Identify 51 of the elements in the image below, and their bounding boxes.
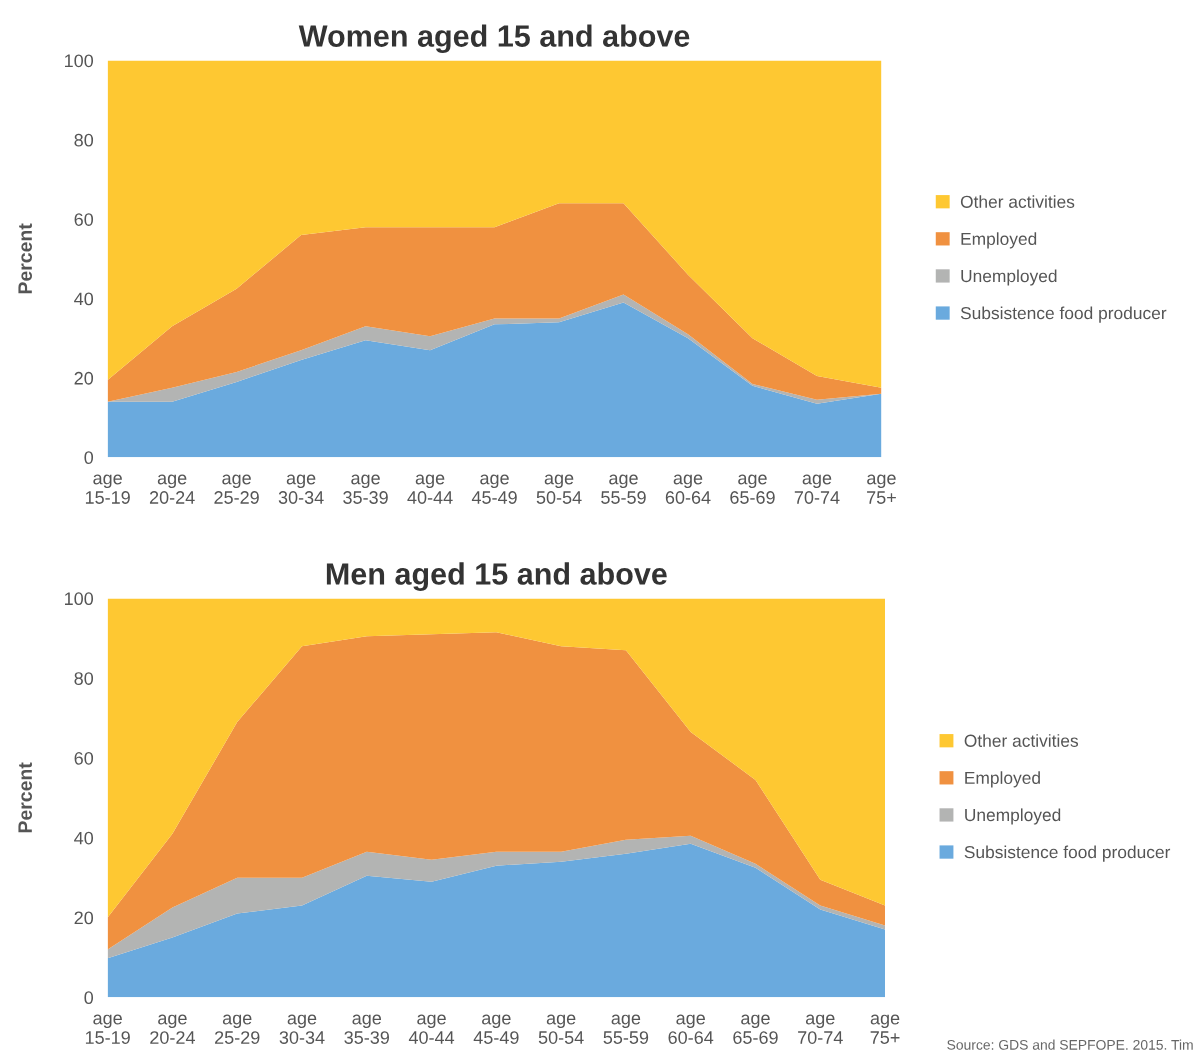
chart-title: Women aged 15 and above [298,24,690,54]
x-tick-label: age 65-69 [733,1014,778,1044]
x-tick-label: age 20-24 [150,1014,195,1044]
x-tick-label: age 45-49 [471,474,517,504]
x-tick-label: age 65-69 [730,474,775,504]
legend-label: Subsistence food producer [960,306,1167,323]
legend-label: Employed [961,232,1037,249]
legend-label: Other activities [960,195,1075,208]
x-tick-label: age 50-54 [538,1014,584,1044]
source-note: Source: GDS and SEPFOPE. 2015. Tim [947,1039,1193,1050]
legend-label: Unemployed [961,269,1057,286]
x-tick-label: age 45-49 [473,1014,519,1044]
y-tick-label: 0 [84,451,94,465]
y-tick-label: 40 [74,831,94,845]
y-axis-title: Percent [18,762,33,833]
x-tick-label: age 70-74 [794,474,840,504]
y-tick-label: 60 [74,751,94,765]
x-tick-label: age 55-59 [603,1014,649,1044]
y-tick-label: 20 [74,371,94,385]
x-tick-label: age 40-44 [408,1014,455,1044]
x-tick-label: age 20-24 [149,474,195,504]
x-tick-label: age 25-29 [215,1014,260,1044]
x-tick-label: age 25-29 [214,474,259,504]
legend-label: Employed [965,771,1040,788]
chart-title: Men aged 15 and above [326,562,667,591]
x-tick-label: age 40-44 [407,474,453,504]
y-tick-label: 40 [74,292,94,306]
x-tick-label: age 30-34 [278,474,324,504]
y-axis-title: Percent [18,223,33,294]
x-tick-label: age 50-54 [536,474,582,504]
y-tick-label: 100 [65,54,94,68]
legend-label: Other activities [964,734,1079,747]
x-tick-label: age 60-64 [665,474,711,504]
y-tick-label: 100 [65,592,94,606]
x-tick-label: age 35-39 [343,474,388,504]
y-tick-label: 60 [74,213,94,226]
y-tick-label: 80 [74,672,94,685]
x-tick-label: age 60-64 [668,1014,714,1044]
x-tick-label: age 55-59 [601,474,646,504]
x-tick-label: age 35-39 [344,1014,390,1044]
legend-label: Unemployed [965,808,1061,825]
y-tick-label: 20 [74,911,94,925]
x-tick-label: age 15-19 [85,474,130,504]
x-tick-label: age 75+ [867,474,896,504]
y-tick-label: 80 [74,133,94,147]
legend-label: Subsistence food producer [964,845,1171,862]
x-tick-label: age 70-74 [798,1014,843,1044]
x-tick-label: age 75+ [870,1014,900,1044]
x-tick-label: age 15-19 [85,1014,130,1044]
x-tick-label: age 30-34 [279,1014,325,1044]
y-tick-label: 0 [84,991,94,1005]
